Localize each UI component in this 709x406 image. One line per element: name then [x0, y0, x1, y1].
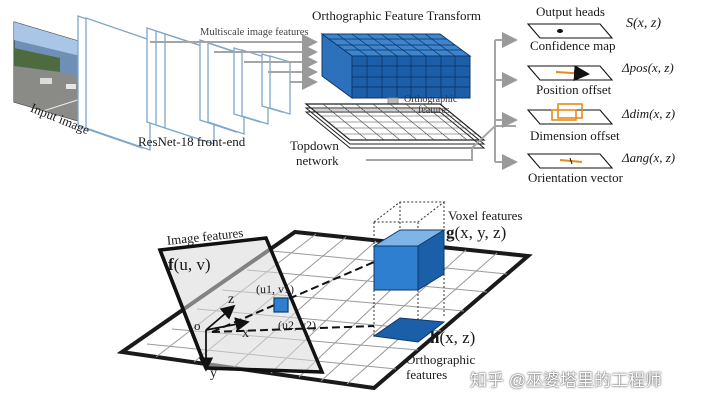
- head-symbol-confidence: S(x, z): [626, 16, 661, 31]
- topdown-to-heads-arrows: [366, 32, 518, 170]
- head-label-orientation: Orientation vector: [528, 170, 623, 185]
- confidence-map-icon: [526, 23, 614, 39]
- h-symbol: h: [430, 328, 440, 347]
- f-args: (u, v): [173, 255, 211, 274]
- topdown-label-2: network: [296, 153, 339, 168]
- g-expression: g(x, y, z): [446, 223, 506, 243]
- ortho-features-label-1: Orthographic: [404, 94, 458, 105]
- position-offset-icon: [526, 65, 614, 82]
- axis-y-label: y: [210, 366, 217, 381]
- h-args: (x, z): [439, 328, 476, 347]
- head-label-confidence: Confidence map: [530, 38, 616, 53]
- head-symbol-orientation: Δang(x, z): [622, 150, 676, 165]
- voxel-feature-cube: [372, 229, 446, 291]
- head-symbol-position: Δpos(x, z): [622, 60, 674, 75]
- oft-label: Orthographic Feature Transform: [312, 8, 481, 23]
- f-symbol: f: [168, 255, 174, 274]
- g-args: (x, y, z): [454, 223, 507, 242]
- multiscale-arrows: [150, 34, 318, 90]
- output-heads-title: Output heads: [536, 4, 605, 19]
- g-symbol: g: [446, 223, 455, 242]
- ortho-plane-top: [304, 103, 486, 149]
- image-features-plane: [157, 236, 325, 374]
- topdown-label-1: Topdown: [290, 138, 339, 153]
- frontend-label: ResNet-18 front-end: [138, 134, 246, 149]
- f-expression: f(u, v): [168, 255, 211, 275]
- ortho-features-bottom-1: Orthographic: [406, 352, 476, 367]
- head-label-position: Position offset: [536, 82, 612, 97]
- head-label-dimension: Dimension offset: [530, 128, 620, 143]
- axis-x-label: x: [242, 326, 249, 341]
- ortho-feature-cell: [372, 317, 446, 343]
- axis-z-label: z: [228, 292, 235, 307]
- projected-pixel: [273, 297, 289, 313]
- frontend-feature-layers: [77, 15, 291, 151]
- multiscale-label: Multiscale image features: [200, 27, 309, 38]
- uv1-label: (u1, v1): [256, 282, 294, 296]
- origin-label: o: [194, 318, 201, 333]
- voxel-cube-top: [320, 33, 472, 99]
- watermark: 知乎 @巫婆塔里的工程师: [470, 371, 662, 390]
- dimension-offset-icon: [526, 103, 614, 125]
- head-symbol-dimension: Δdim(x, z): [622, 106, 676, 121]
- ortho-features-label-2: features: [418, 105, 450, 116]
- ortho-features-bottom-2: features: [406, 367, 448, 382]
- camera-axes: [198, 304, 250, 372]
- uv2-label: (u2, v2): [278, 318, 316, 332]
- orientation-vector-icon: [526, 153, 614, 169]
- h-expression: h(x, z): [430, 328, 475, 348]
- voxel-features-label: Voxel features: [448, 208, 523, 223]
